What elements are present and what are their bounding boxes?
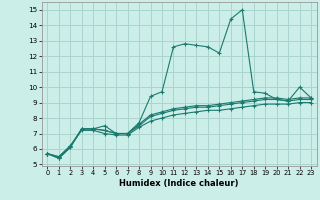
X-axis label: Humidex (Indice chaleur): Humidex (Indice chaleur) [119, 179, 239, 188]
